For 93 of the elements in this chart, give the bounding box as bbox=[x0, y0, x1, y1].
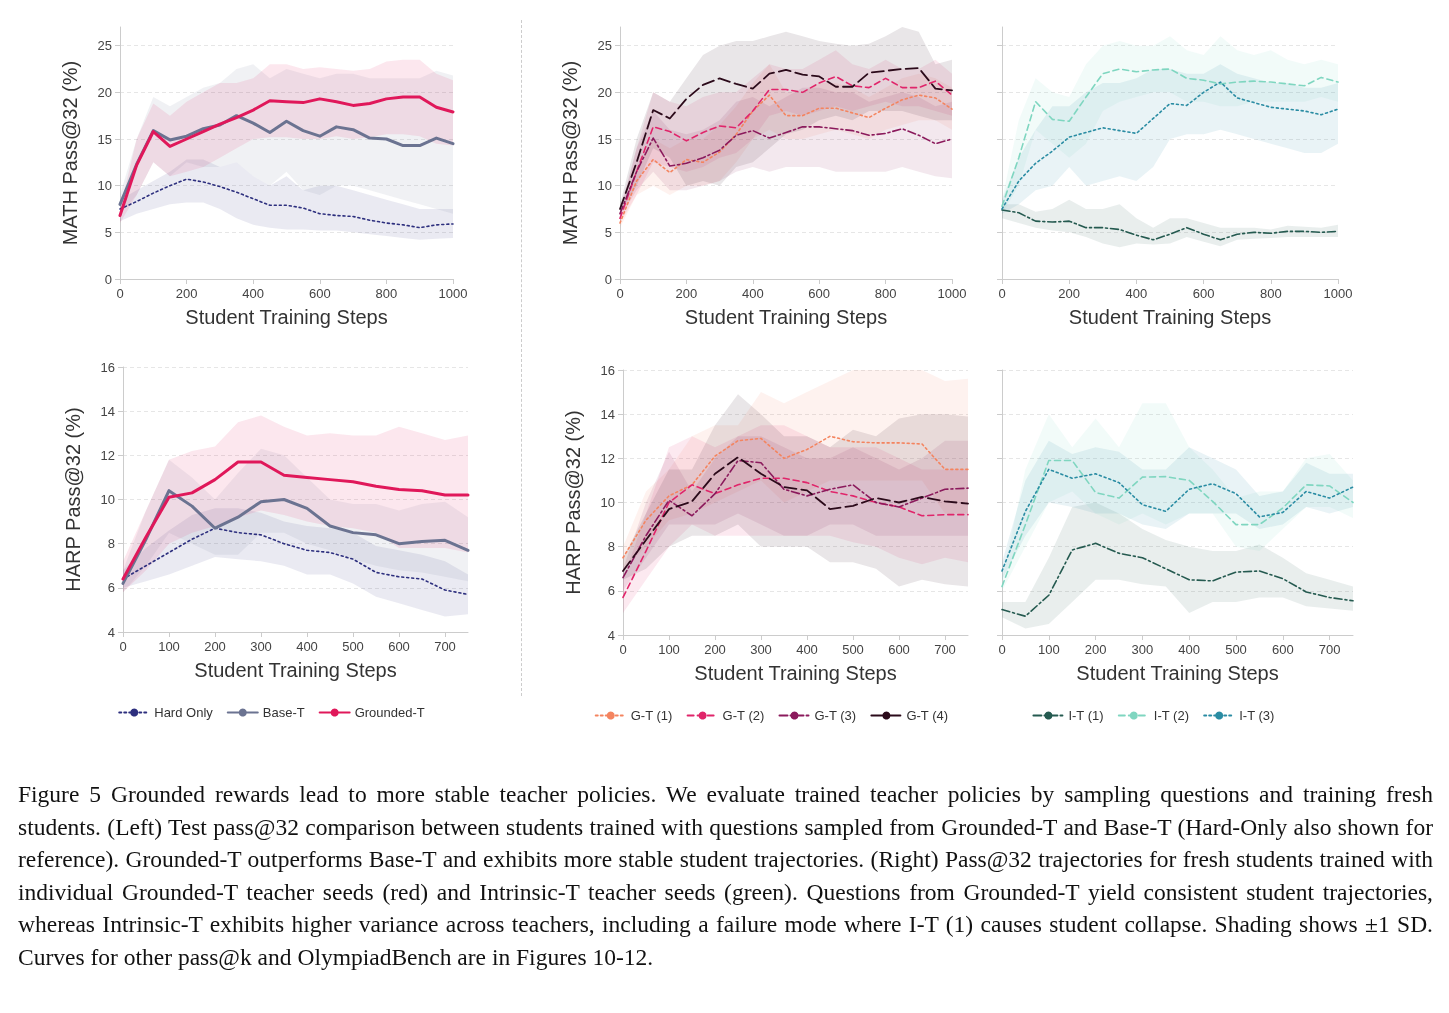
x-tick-label: 1000 bbox=[438, 286, 468, 301]
legend-label: G-T (1) bbox=[630, 708, 673, 723]
x-tick-label: 0 bbox=[619, 642, 627, 657]
y-tick-label: 20 bbox=[597, 84, 612, 100]
x-tick-label: 800 bbox=[375, 286, 398, 301]
caption: Figure 5 Grounded rewards lead to more stable teacher policies. We evaluate trained teacher policies by sampling questions and training fresh students. (Left) Test pass@32 comparison between students trained with questions sampled from Grounded-T and Base-T (Hard-Only also shown for reference). Grounded-T outperforms Base-T and exhibits more stable student trajectories. (Right) Pass@32 trajectories for fresh students trained with individual Grounded-T teacher seeds (red) and Intrinsic-T teacher seeds (green). Questions from Grounded-T yield consistent student trajectories, whereas Intrinsic-T exhibits higher variance across teachers, including a failure mode where I-T (1) causes student collapse. Shading shows ±1 SD. Curves for other pass@k and OlympiadBench are in Figures 10-12. bbox=[18, 780, 1433, 972]
y-tick-label: 4 bbox=[607, 627, 615, 643]
legend-label: G-T (4) bbox=[906, 708, 949, 723]
x-tick-label: 100 bbox=[158, 639, 180, 654]
x-tick-label: 100 bbox=[658, 642, 680, 657]
x-tick-label: 500 bbox=[1225, 642, 1247, 657]
x-tick-label: 400 bbox=[242, 286, 265, 301]
x-tick-label: 200 bbox=[704, 642, 726, 657]
y-tick-label: 16 bbox=[600, 362, 615, 378]
y-tick-label: 20 bbox=[97, 84, 112, 100]
y-tick-label: 10 bbox=[597, 178, 612, 194]
x-tick-label: 600 bbox=[308, 286, 331, 301]
y-tick-label: 12 bbox=[100, 447, 115, 463]
x-tick-label: 300 bbox=[1131, 642, 1154, 657]
x-axis-title: Student Training Steps bbox=[684, 306, 888, 328]
x-tick-label: 800 bbox=[874, 286, 897, 301]
x-tick-label: 400 bbox=[296, 639, 318, 654]
line-series bbox=[121, 460, 470, 581]
y-tick-label: 5 bbox=[104, 224, 112, 240]
y-tick-label: 25 bbox=[597, 38, 612, 54]
y-tick-label: 4 bbox=[107, 624, 115, 640]
x-tick-label: 0 bbox=[998, 642, 1006, 657]
x-axis-title: Student Training Steps bbox=[194, 659, 397, 681]
x-tick-label: 800 bbox=[1259, 286, 1282, 301]
y-tick-label: 6 bbox=[107, 580, 115, 596]
x-tick-label: 200 bbox=[175, 286, 198, 301]
y-tick-label: 8 bbox=[107, 536, 115, 552]
x-tick-label: 200 bbox=[204, 639, 226, 654]
y-tick-label: 10 bbox=[100, 492, 115, 507]
y-tick-label: 16 bbox=[100, 359, 115, 375]
y-tick-label: 15 bbox=[597, 131, 612, 147]
x-tick-label: 200 bbox=[1084, 642, 1107, 657]
legend-label: G-T (3) bbox=[814, 708, 857, 723]
line-series bbox=[622, 477, 969, 599]
line-series bbox=[119, 178, 454, 229]
y-axis-title: MATH Pass@32 (%) bbox=[59, 60, 81, 246]
line-series bbox=[622, 435, 969, 559]
y-tick-label: 14 bbox=[600, 406, 615, 422]
x-tick-label: 400 bbox=[1178, 642, 1201, 657]
line-series bbox=[619, 126, 953, 215]
legend-label: Hard Only bbox=[154, 705, 214, 720]
x-tick-label: 700 bbox=[934, 642, 956, 657]
y-tick-label: 8 bbox=[607, 539, 615, 555]
y-tick-label: 0 bbox=[104, 271, 112, 287]
x-tick-label: 600 bbox=[1192, 286, 1215, 301]
x-tick-label: 0 bbox=[998, 286, 1006, 301]
x-tick-label: 700 bbox=[1318, 642, 1341, 657]
line-series bbox=[118, 95, 455, 218]
x-tick-label: 400 bbox=[796, 642, 818, 657]
y-tick-label: 14 bbox=[100, 403, 115, 419]
legend-label: Grounded-T bbox=[354, 705, 425, 720]
x-axis-title: Student Training Steps bbox=[694, 662, 897, 684]
legend-label: Base-T bbox=[262, 705, 305, 720]
y-axis-title: MATH Pass@32 (%) bbox=[559, 60, 581, 246]
legend-label: I-T (3) bbox=[1239, 708, 1275, 723]
x-tick-label: 1000 bbox=[937, 286, 967, 301]
y-tick-label: 12 bbox=[600, 450, 615, 466]
x-axis-title: Student Training Steps bbox=[185, 306, 388, 328]
y-tick-label: 25 bbox=[97, 38, 112, 54]
y-axis-title: HARP Pass@32 (%) bbox=[562, 410, 584, 595]
x-tick-label: 700 bbox=[434, 639, 456, 654]
legend-label: I-T (2) bbox=[1153, 708, 1189, 723]
x-tick-label: 0 bbox=[119, 639, 127, 654]
x-tick-label: 200 bbox=[675, 286, 698, 301]
y-tick-label: 0 bbox=[604, 271, 612, 287]
x-tick-label: 200 bbox=[1058, 286, 1081, 301]
x-axis-title: Student Training Steps bbox=[1076, 662, 1279, 684]
x-tick-label: 300 bbox=[250, 639, 272, 654]
y-tick-label: 5 bbox=[604, 224, 612, 240]
x-tick-label: 600 bbox=[1271, 642, 1294, 657]
legend-label: G-T (2) bbox=[722, 708, 765, 723]
x-tick-label: 400 bbox=[741, 286, 764, 301]
y-tick-label: 15 bbox=[97, 131, 112, 147]
y-axis-title: HARP Pass@32 (%) bbox=[62, 407, 84, 592]
x-tick-label: 1000 bbox=[1323, 286, 1353, 301]
x-tick-label: 600 bbox=[888, 642, 910, 657]
x-tick-label: 400 bbox=[1125, 286, 1148, 301]
x-tick-label: 300 bbox=[750, 642, 772, 657]
y-tick-label: 10 bbox=[600, 495, 615, 510]
legend-label: I-T (1) bbox=[1068, 708, 1104, 723]
x-tick-label: 600 bbox=[388, 639, 410, 654]
x-axis-title: Student Training Steps bbox=[1068, 306, 1272, 328]
x-tick-label: 500 bbox=[842, 642, 864, 657]
y-tick-label: 10 bbox=[97, 178, 112, 194]
x-tick-label: 500 bbox=[342, 639, 364, 654]
x-tick-label: 600 bbox=[808, 286, 831, 301]
x-tick-label: 100 bbox=[1037, 642, 1060, 657]
y-tick-label: 6 bbox=[607, 583, 615, 599]
